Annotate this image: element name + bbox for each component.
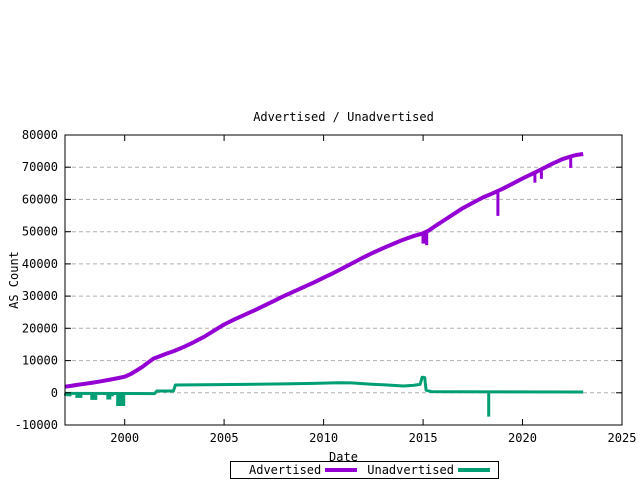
plot-border: [64, 134, 623, 426]
y-tick-label-10000: 10000: [22, 354, 58, 368]
legend-label-advertised: Advertised: [249, 463, 322, 477]
x-axis-label: Date: [329, 450, 358, 464]
y-tick-label-60000: 60000: [22, 192, 58, 206]
advertised-line: [64, 152, 584, 389]
legend-swatch-advertised: [325, 468, 358, 472]
unadvertised-line: [64, 375, 584, 396]
x-tick-label-2010: 2010: [309, 431, 338, 445]
legend-box: Advertised Unadvertised: [230, 461, 499, 479]
y-tick-label-0: 0: [51, 386, 58, 400]
x-tick-label-2000: 2000: [110, 431, 139, 445]
y-tick-label-50000: 50000: [22, 225, 58, 239]
y-tick-label-30000: 30000: [22, 289, 58, 303]
y-tick-label--10000: -10000: [15, 418, 58, 432]
y-tick-label-20000: 20000: [22, 321, 58, 335]
y-tick-label-70000: 70000: [22, 160, 58, 174]
chart-title: Advertised / Unadvertised: [253, 110, 434, 124]
legend-swatch-unadvertised: [457, 468, 490, 472]
y-tick-label-80000: 80000: [22, 128, 58, 142]
x-tick-label-2020: 2020: [508, 431, 537, 445]
legend-label-unadvertised: Unadvertised: [367, 463, 454, 477]
y-tick-label-40000: 40000: [22, 257, 58, 271]
x-tick-label-2025: 2025: [608, 431, 637, 445]
x-tick-label-2005: 2005: [210, 431, 239, 445]
x-tick-label-2015: 2015: [409, 431, 438, 445]
